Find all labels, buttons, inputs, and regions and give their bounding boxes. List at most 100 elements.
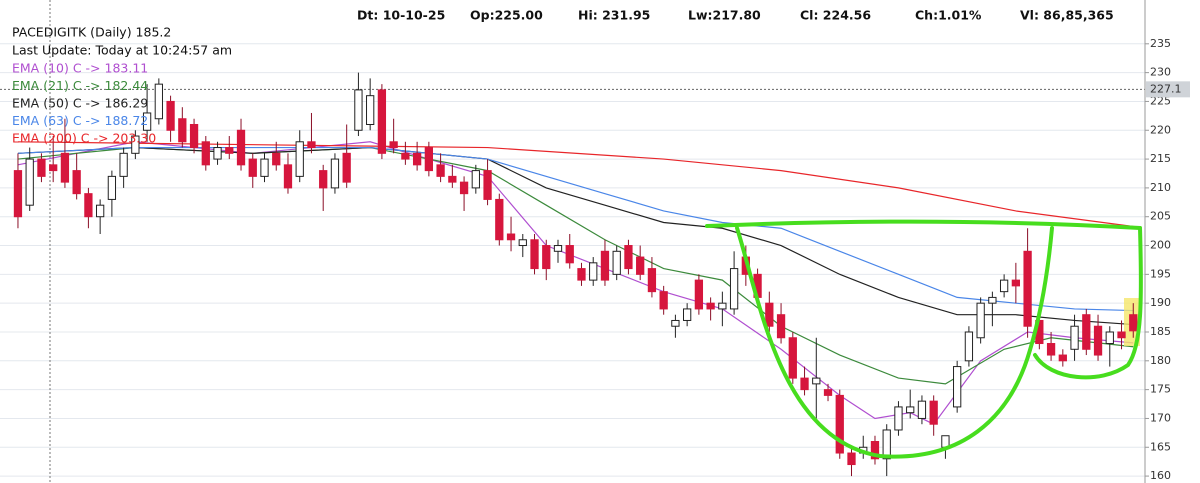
candle-body [553, 245, 563, 252]
candle-body [729, 268, 739, 310]
candle-body [283, 164, 293, 189]
candle-body [131, 135, 140, 154]
header-item: Lw:217.80 [688, 8, 761, 23]
candle-body [659, 291, 668, 310]
candle-body [600, 250, 610, 281]
candle-body [953, 366, 962, 408]
candle-body [84, 193, 93, 218]
candle-body [1070, 325, 1079, 350]
y-tick-label: 185 [1150, 325, 1171, 338]
candle-body [812, 377, 821, 385]
candle-body [530, 239, 539, 270]
candle-body [999, 279, 1009, 293]
candle-body [542, 245, 551, 270]
candle-body [37, 158, 46, 177]
y-tick-label: 180 [1150, 354, 1171, 367]
candle-body [1011, 279, 1020, 287]
candle-body [166, 100, 175, 131]
candle-body [671, 319, 680, 327]
candle-body [424, 147, 434, 172]
ema-line [17, 141, 1134, 425]
candle-body [964, 331, 974, 362]
candle-body [412, 152, 422, 166]
header-item: Op:225.00 [470, 8, 543, 23]
candle-body [272, 152, 281, 166]
header-item: Hi: 231.95 [578, 8, 650, 23]
candle-body [436, 164, 445, 177]
resistance-line [705, 219, 1142, 230]
candle-body [765, 302, 774, 327]
candle-body [119, 152, 128, 177]
y-tick-label: 205 [1150, 210, 1171, 223]
candle-body [1117, 331, 1126, 339]
candle-body [647, 268, 657, 293]
candle-body [260, 158, 269, 177]
candle-body [201, 141, 210, 166]
y-tick-label: 170 [1150, 411, 1171, 424]
candles [13, 72, 1138, 477]
legend-entry: EMA (21) C -> 182.44 [12, 78, 148, 93]
candle-body [330, 158, 340, 189]
y-tick-label: 225 [1150, 94, 1171, 107]
header-item: Cl: 224.56 [800, 8, 871, 23]
candle-body [976, 302, 985, 339]
header: Dt: 10-10-25 Op:225.00 Hi: 231.95 Lw:217.80… [357, 8, 1114, 23]
candle-body [800, 377, 809, 391]
candle-body [72, 170, 81, 195]
candle-body [471, 170, 480, 189]
legend: PACEDIGITK (Daily) 185.2 Last Update: To… [12, 25, 232, 146]
cup-handle-annotation [705, 219, 1143, 459]
y-tick-label: 220 [1150, 123, 1171, 136]
legend-entry: EMA (200) C -> 203.30 [12, 131, 156, 146]
y-tick-label: 235 [1150, 37, 1171, 50]
ema-line [17, 141, 1134, 228]
candle-body [694, 279, 704, 310]
candle-body [342, 152, 351, 183]
candle-body [49, 164, 58, 172]
marker-label: 227.1 [1150, 82, 1182, 95]
candle-body [906, 406, 915, 414]
candle-body [882, 429, 891, 460]
candle-body [988, 296, 997, 304]
candle-body [706, 302, 715, 310]
candle-body [236, 129, 246, 166]
candle-body [178, 118, 187, 143]
candle-body [835, 394, 844, 454]
y-tick-label: 160 [1150, 469, 1171, 482]
y-tick-label: 190 [1150, 296, 1171, 309]
candle-body [142, 112, 152, 131]
candle-body [917, 400, 927, 419]
candle-body [13, 170, 23, 218]
candle-body [624, 245, 633, 270]
legend-entry: EMA (50) C -> 186.29 [12, 96, 148, 111]
candle-body [894, 406, 903, 431]
candle-body [189, 123, 199, 149]
legend-entry: EMA (10) C -> 183.11 [12, 61, 148, 76]
candle-body [60, 152, 70, 183]
candle-body [401, 152, 410, 160]
candle-body [354, 89, 363, 131]
candle-body [96, 204, 105, 218]
candle-body [565, 245, 574, 264]
candle-body [213, 147, 222, 160]
candle-body [788, 337, 797, 379]
candle-body [1023, 250, 1032, 327]
handle [1033, 226, 1143, 380]
candle-body [1046, 343, 1056, 356]
candle-body [1093, 325, 1103, 356]
candle-body [25, 158, 34, 206]
header-item: Ch:1.01% [915, 8, 982, 23]
y-tick-label: 210 [1150, 181, 1171, 194]
y-tick-label: 195 [1150, 267, 1171, 280]
marker-box [1146, 81, 1190, 98]
candle-body [107, 175, 117, 200]
candle-body [307, 141, 316, 149]
candle-body [683, 308, 692, 321]
candle-body [612, 250, 621, 275]
candle-body [577, 268, 586, 281]
candle-body [389, 141, 398, 149]
y-tick-label: 165 [1150, 440, 1171, 453]
candle-body [1058, 354, 1067, 362]
